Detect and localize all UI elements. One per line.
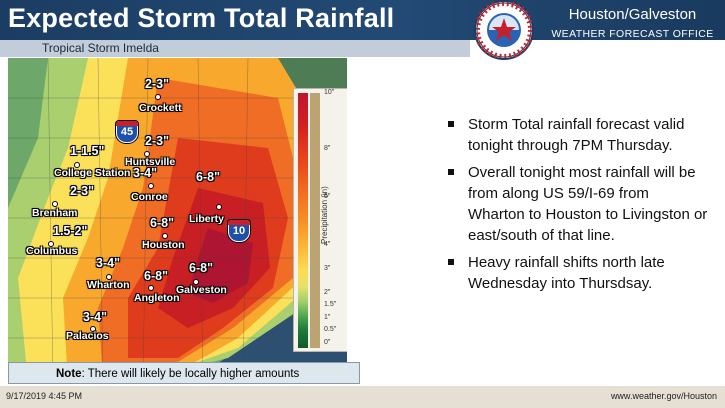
rainfall-map: 2-3" 2-3" 1-1.5" 3-4" 2-3" 1.5-2" 6-8" 6… [8, 58, 347, 383]
storm-name: Tropical Storm Imelda [42, 41, 159, 55]
interstate-10-shield-icon: 10 [228, 220, 250, 242]
rainfall-label: 2-3" [145, 134, 169, 148]
city-label-palacios: Palacios [66, 330, 109, 342]
legend-tick: 6" [324, 193, 331, 200]
city-marker [144, 151, 150, 157]
legend-tick: 3" [324, 265, 331, 272]
city-label-columbus: Columbus [26, 245, 78, 257]
nws-logo-icon [474, 0, 534, 60]
header-bar: Expected Storm Total Rainfall Houston/Ga… [0, 0, 725, 40]
bullet-square-icon [448, 169, 454, 175]
rainfall-label: 3-4" [133, 166, 157, 180]
legend-tick: 2" [324, 289, 331, 296]
rainfall-label: 6-8" [196, 170, 220, 184]
bullet-square-icon [448, 121, 454, 127]
legend-tick: 4" [324, 241, 331, 248]
legend-tick: 10" [324, 89, 335, 96]
note-label: Note [56, 368, 82, 380]
city-marker [52, 201, 58, 207]
legend-tick: 1" [324, 314, 331, 321]
rainfall-label: 2-3" [70, 184, 94, 198]
bullet-item: Storm Total rainfall forecast valid toni… [448, 114, 708, 156]
city-marker [48, 241, 54, 247]
city-label-angleton: Angleton [134, 292, 180, 304]
legend-tick: 1.5" [324, 301, 337, 308]
city-marker [148, 183, 154, 189]
interstate-45-shield-icon: 45 [116, 121, 138, 143]
rainfall-label: 1.5-2" [53, 224, 88, 238]
city-marker [90, 326, 96, 332]
legend-tick: 8" [324, 145, 331, 152]
legend-tick: 0" [324, 339, 331, 346]
city-marker [148, 285, 154, 291]
rainfall-label: 1-1.5" [70, 144, 105, 158]
bullet-list: Storm Total rainfall forecast valid toni… [448, 114, 708, 300]
city-label-liberty: Liberty [189, 213, 225, 225]
bullet-square-icon [448, 259, 454, 265]
bullet-item: Heavy rainfall shifts north late Wednesd… [448, 252, 708, 294]
city-label-houston: Houston [142, 239, 185, 251]
city-label-brenham: Brenham [32, 207, 78, 219]
rainfall-label: 3-4" [83, 310, 107, 324]
city-label-conroe: Conroe [131, 191, 168, 203]
city-marker [193, 279, 199, 285]
city-marker [162, 233, 168, 239]
rainfall-label: 6-8" [189, 261, 213, 275]
rainfall-label: 6-8" [144, 269, 168, 283]
city-marker [216, 204, 222, 210]
subtitle-bar: Tropical Storm Imelda [0, 40, 470, 57]
city-marker [155, 94, 161, 100]
city-label-galveston: Galveston [176, 284, 227, 296]
page-title: Expected Storm Total Rainfall [8, 3, 395, 33]
legend-secondary-scale [310, 93, 320, 348]
website-link[interactable]: www.weather.gov/Houston [610, 391, 717, 401]
office-name: Houston/Galveston [568, 6, 697, 23]
city-marker [74, 162, 80, 168]
legend-tick: 0.5" [324, 326, 337, 333]
rainfall-label: 2-3" [145, 77, 169, 91]
legend-color-scale [298, 93, 308, 348]
bullet-item: Overall tonight most rainfall will be fr… [448, 162, 708, 246]
office-subtitle: WEATHER FORECAST OFFICE [551, 28, 714, 40]
city-label-college-station: College Station [54, 167, 131, 179]
note-text: : There will likely be locally higher am… [81, 368, 300, 380]
office-block: Houston/Galveston WEATHER FORECAST OFFIC… [540, 0, 725, 40]
footer-bar: 9/17/2019 4:45 PM www.weather.gov/Housto… [0, 386, 725, 408]
rainfall-label: 6-8" [150, 216, 174, 230]
precipitation-legend: Precipitation (in) 10" 8" 6" 4" 3" 2" 1.… [293, 88, 347, 352]
city-label-wharton: Wharton [87, 279, 130, 291]
rainfall-label: 3-4" [96, 256, 120, 270]
city-label-crockett: Crockett [139, 102, 182, 114]
note-box: Note: There will likely be locally highe… [8, 362, 360, 384]
city-label-huntsville: Huntsville [125, 156, 176, 168]
issued-date: 9/17/2019 4:45 PM [6, 391, 83, 401]
city-marker [106, 274, 112, 280]
